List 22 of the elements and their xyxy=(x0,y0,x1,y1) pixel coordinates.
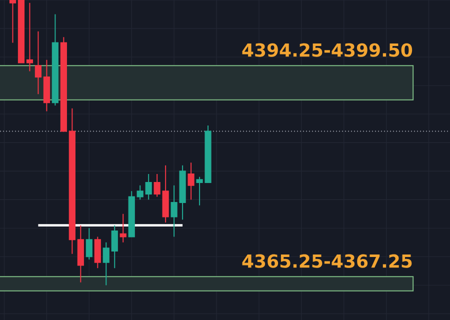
candlestick xyxy=(154,173,160,198)
candlestick xyxy=(34,30,42,95)
candlestick xyxy=(128,190,135,238)
candlestick xyxy=(86,228,92,260)
candlestick xyxy=(162,164,169,223)
candlestick xyxy=(145,173,152,200)
band-label: 4365.25-4367.25 xyxy=(242,254,412,268)
candlestick xyxy=(43,59,50,112)
candlestick xyxy=(9,0,16,44)
candlestick xyxy=(136,184,144,200)
band-label: 4394.25-4399.50 xyxy=(242,43,412,57)
candlestick xyxy=(52,14,58,106)
candlestick xyxy=(188,162,194,200)
candlestick xyxy=(111,224,118,269)
candlestick xyxy=(26,2,34,72)
candlestick xyxy=(77,224,84,283)
candlestick xyxy=(60,36,67,132)
candlestick xyxy=(120,213,126,243)
candlestick xyxy=(94,236,101,269)
candlestick xyxy=(102,242,110,286)
candlestick xyxy=(68,108,76,254)
candlestick xyxy=(18,0,25,64)
